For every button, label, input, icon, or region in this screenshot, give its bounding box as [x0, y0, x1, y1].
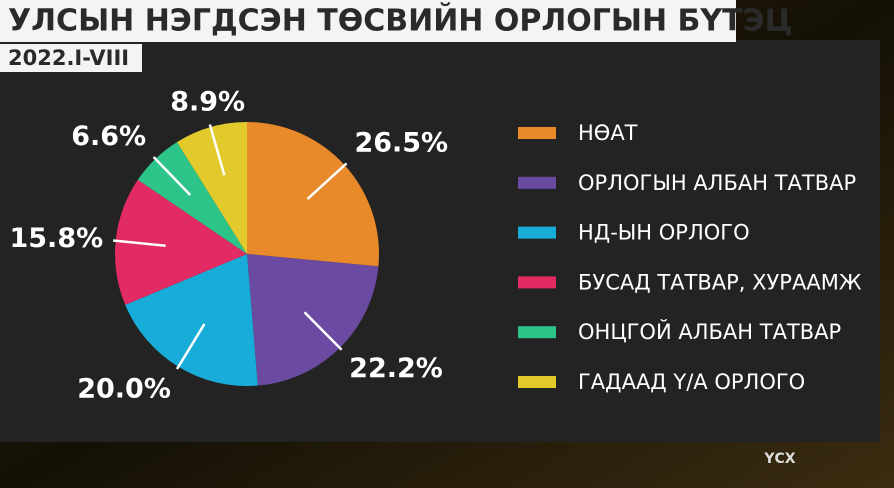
subtitle: 2022.I-VIII — [8, 46, 129, 70]
data-label: 8.9% — [170, 86, 245, 117]
legend-label: НД-ЫН ОРЛОГО — [578, 221, 750, 245]
legend-label: НӨАТ — [578, 121, 638, 145]
legend-swatch — [518, 176, 556, 189]
leader-line — [152, 156, 192, 196]
legend-swatch — [518, 276, 556, 289]
legend-swatch — [518, 127, 556, 139]
legend-swatch — [518, 376, 556, 388]
data-label: 15.8% — [9, 223, 103, 254]
subtitle-box — [0, 44, 142, 72]
legend-label: ГАДААД Ү/А ОРЛОГО — [578, 370, 805, 394]
source: ҮСХ — [763, 451, 795, 467]
data-label: 20.0% — [77, 373, 171, 404]
pie-slice — [114, 179, 247, 305]
legend-swatch — [518, 326, 556, 339]
data-label: 26.5% — [354, 128, 448, 159]
legend-label: ОРЛОГЫН АЛБАН ТАТВАР — [578, 171, 856, 195]
data-label: 6.6% — [71, 121, 146, 152]
pie-slice — [125, 254, 258, 386]
legend-swatch — [518, 226, 556, 239]
legend-label: ОНЦГОЙ АЛБАН ТАТВАР — [578, 319, 841, 344]
leader-line — [303, 311, 343, 351]
title: УЛСЫН НЭГДСЭН ТӨСВИЙН ОРЛОГЫН БҮТЭЦ — [8, 3, 792, 39]
leader-line — [208, 124, 226, 176]
data-label: 22.2% — [349, 353, 443, 384]
pie-slice — [176, 122, 247, 254]
leader-line — [175, 323, 206, 370]
legend-label: БУСАД ТАТВАР, ХУРААМЖ — [578, 270, 862, 294]
leader-line — [306, 162, 348, 200]
title-box — [0, 0, 736, 42]
leader-line — [112, 239, 166, 248]
